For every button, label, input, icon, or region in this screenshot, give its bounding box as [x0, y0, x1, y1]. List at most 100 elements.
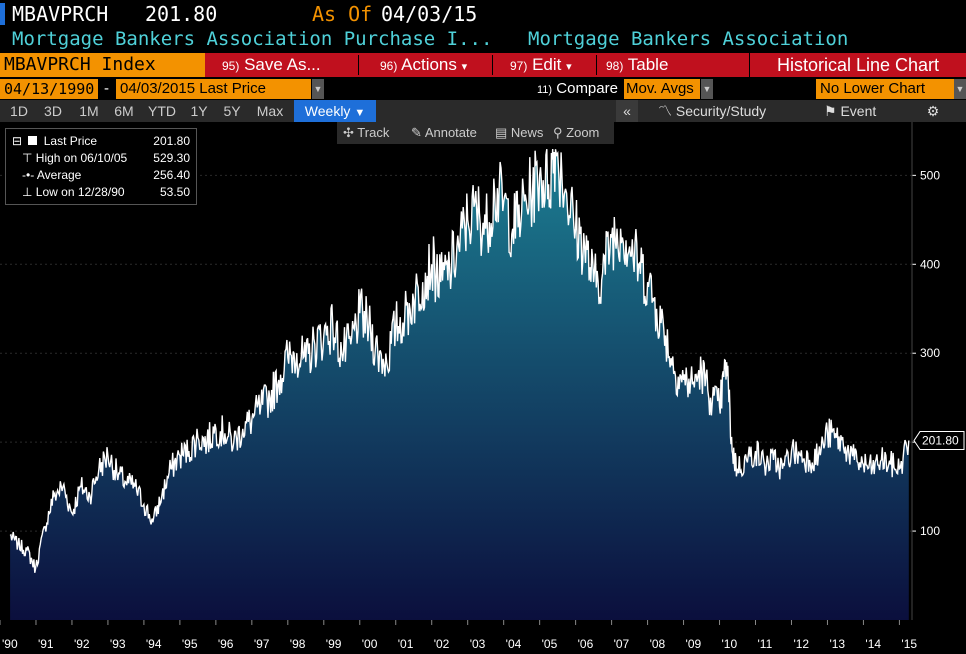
news-tool[interactable]: ▤ News [495, 122, 543, 144]
x-tick-label: '09 [686, 637, 702, 651]
as-of-label: As Of [312, 2, 373, 26]
x-tick-label: '97 [254, 637, 270, 651]
as-of-date: 04/03/15 [381, 2, 478, 26]
table-number: 98) [606, 59, 624, 73]
x-tick-label: '10 [722, 637, 738, 651]
edit-button[interactable]: 97) Edit ▾ [510, 53, 572, 77]
legend-last-label: Last Price [43, 134, 98, 148]
legend-high: ⊤ High on 06/10/05 [12, 151, 127, 165]
x-tick-label: '98 [290, 637, 306, 651]
period-3d[interactable]: 3D [44, 103, 62, 119]
price-line [9, 148, 910, 573]
period-5y[interactable]: 5Y [223, 103, 241, 119]
high-marker-icon: ⊤ [22, 151, 33, 165]
crosshair-icon: ✣ [343, 125, 354, 140]
x-tick-label: '91 [38, 637, 54, 651]
x-tick-label: '15 [901, 637, 917, 651]
x-tick-label: '92 [74, 637, 90, 651]
actions-button[interactable]: 96) Actions ▾ [380, 53, 467, 77]
table-button[interactable]: 98) Table [606, 53, 668, 77]
legend-high-value: 529.30 [153, 151, 190, 165]
range-dash: - [104, 80, 109, 97]
news-label: News [510, 125, 544, 140]
period-6m[interactable]: 6M [114, 103, 134, 119]
legend-average-value: 256.40 [153, 168, 190, 182]
frequency-selector[interactable]: Weekly ▼ [294, 100, 376, 122]
menu-divider [492, 55, 493, 75]
last-value-marker: 201.80 [913, 431, 965, 451]
news-icon: ▤ [495, 125, 508, 140]
x-axis: '90 '91 '92 '93 '94 '95 '96 '97 '98 '99 '00 '01 '02 '… [0, 620, 917, 651]
x-tick-label: '94 [146, 637, 162, 651]
ticker-symbol: MBAVPRCH [12, 2, 109, 26]
event-label: Event [840, 103, 877, 119]
menu-bar: MBAVPRCH Index 95) Save As... 96) Action… [0, 53, 966, 77]
legend-last-value: 201.80 [153, 134, 190, 148]
legend-swatch [28, 136, 38, 145]
menu-divider [596, 55, 597, 75]
event-button[interactable]: ⚑ Event [824, 100, 876, 122]
gear-icon[interactable]: ⚙ [926, 103, 940, 119]
chevron-down-icon[interactable]: ▼ [701, 79, 713, 99]
x-tick-label: '93 [110, 637, 126, 651]
x-tick-label: '99 [326, 637, 342, 651]
compare-label: Compare [556, 80, 618, 97]
save-as-number: 95) [222, 59, 240, 73]
x-tick-label: '00 [362, 637, 378, 651]
lower-chart-selector[interactable]: No Lower Chart [816, 79, 954, 99]
chart-type-selector[interactable]: Historical Line Chart [749, 53, 966, 77]
last-value-label: 201.80 [922, 434, 959, 448]
price-chart[interactable]: 100200300400500 '90'91'92'93'94'95'96'97… [0, 122, 966, 654]
x-tick-label: '12 [793, 637, 809, 651]
start-date-input[interactable]: 04/13/1990 [0, 79, 98, 99]
annotate-tool[interactable]: ✎ Annotate [411, 122, 477, 144]
legend-low: ⊥ Low on 12/28/90 [12, 185, 125, 199]
period-1m[interactable]: 1M [79, 103, 99, 119]
chevron-down-icon[interactable]: ▼ [954, 79, 966, 99]
save-as-button[interactable]: 95) Save As... [222, 53, 321, 77]
y-tick-label: 500 [920, 168, 940, 182]
legend-high-label: High on 06/10/05 [35, 151, 128, 165]
period-max[interactable]: Max [256, 103, 284, 119]
date-range-bar: 04/13/1990 - 04/03/2015 Last Price ▼ 11)… [0, 78, 966, 100]
period-ytd[interactable]: YTD [148, 103, 176, 119]
x-tick-label: '06 [578, 637, 594, 651]
security-field[interactable]: MBAVPRCH Index [0, 53, 205, 77]
menu-divider [358, 55, 359, 75]
edit-label: Edit [532, 55, 562, 74]
security-study-button[interactable]: 〽 Security/Study [658, 100, 766, 122]
moving-averages-selector[interactable]: Mov. Avgs [624, 79, 700, 99]
compare-button[interactable]: 11) Compare [537, 79, 618, 100]
legend-toggle-icon: ⊟ [12, 134, 23, 148]
pencil-icon: ✎ [411, 125, 422, 140]
actions-number: 96) [380, 59, 398, 73]
legend-average-label: Average [36, 168, 82, 182]
x-tick-label: '08 [650, 637, 666, 651]
last-price: 201.80 [145, 2, 218, 26]
legend-average: -•- Average [12, 168, 81, 182]
security-study-label: Security/Study [675, 103, 767, 119]
x-tick-label: '03 [470, 637, 486, 651]
period-1y[interactable]: 1Y [190, 103, 208, 119]
track-tool[interactable]: ✣ Track [343, 122, 389, 144]
period-1d[interactable]: 1D [10, 103, 28, 119]
collapse-button[interactable]: « [616, 100, 638, 122]
chevron-down-icon[interactable]: ▼ [312, 79, 324, 99]
table-label: Table [627, 55, 669, 74]
end-date-input[interactable]: 04/03/2015 Last Price [116, 79, 311, 99]
chart-study-icon: 〽 [658, 103, 672, 119]
x-tick-label: '96 [218, 637, 234, 651]
frequency-label: Weekly [304, 103, 351, 119]
chevron-down-icon: ▼ [354, 107, 366, 119]
focus-indicator [0, 3, 5, 25]
x-tick-label: '14 [865, 637, 881, 651]
y-axis: 100200300400500 [911, 122, 940, 620]
y-tick-label: 400 [920, 257, 940, 271]
compare-number: 11) [537, 84, 553, 96]
price-area [10, 149, 909, 620]
x-tick-label: '04 [506, 637, 522, 651]
x-tick-label: '90 [2, 637, 18, 651]
legend-last-price[interactable]: ⊟ Last Price [12, 134, 97, 148]
magnifier-icon: ⚲ [553, 125, 563, 140]
zoom-tool[interactable]: ⚲ Zoom [553, 122, 599, 144]
